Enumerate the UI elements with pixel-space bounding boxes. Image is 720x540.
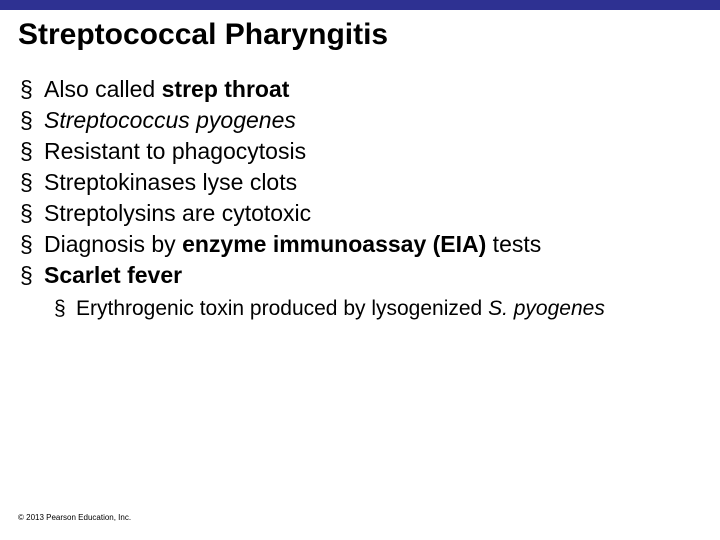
bullet-text: Scarlet fever [44,262,700,289]
bullet-list: §Also called strep throat§Streptococcus … [20,76,700,289]
bullet-text: Streptococcus pyogenes [44,107,700,134]
bullet-icon: § [20,107,44,134]
bullet-text: Also called strep throat [44,76,700,103]
sub-bullet-text: Erythrogenic toxin produced by lysogeniz… [76,297,700,321]
bullet-icon: § [20,200,44,227]
bullet-icon: § [20,262,44,289]
bullet-text: Diagnosis by enzyme immunoassay (EIA) te… [44,231,700,258]
bullet-item: §Resistant to phagocytosis [20,138,700,165]
slide-title-region: Streptococcal Pharyngitis [0,10,720,66]
slide: Streptococcal Pharyngitis §Also called s… [0,0,720,540]
bullet-item: §Streptococcus pyogenes [20,107,700,134]
top-accent-bar [0,0,720,10]
bullet-item: §Diagnosis by enzyme immunoassay (EIA) t… [20,231,700,258]
bullet-item: §Also called strep throat [20,76,700,103]
bullet-icon: § [20,231,44,258]
sub-bullet-list: §Erythrogenic toxin produced by lysogeni… [54,297,700,321]
bullet-item: §Scarlet fever [20,262,700,289]
bullet-icon: § [20,138,44,165]
bullet-text: Streptokinases lyse clots [44,169,700,196]
copyright-text: © 2013 Pearson Education, Inc. [18,513,131,522]
sub-bullet-item: §Erythrogenic toxin produced by lysogeni… [54,297,700,321]
bullet-icon: § [20,76,44,103]
bullet-item: §Streptokinases lyse clots [20,169,700,196]
bullet-icon: § [20,169,44,196]
bullet-text: Resistant to phagocytosis [44,138,700,165]
bullet-item: §Streptolysins are cytotoxic [20,200,700,227]
bullet-icon: § [54,297,76,321]
slide-content: §Also called strep throat§Streptococcus … [0,66,720,321]
bullet-text: Streptolysins are cytotoxic [44,200,700,227]
slide-title: Streptococcal Pharyngitis [18,18,702,52]
